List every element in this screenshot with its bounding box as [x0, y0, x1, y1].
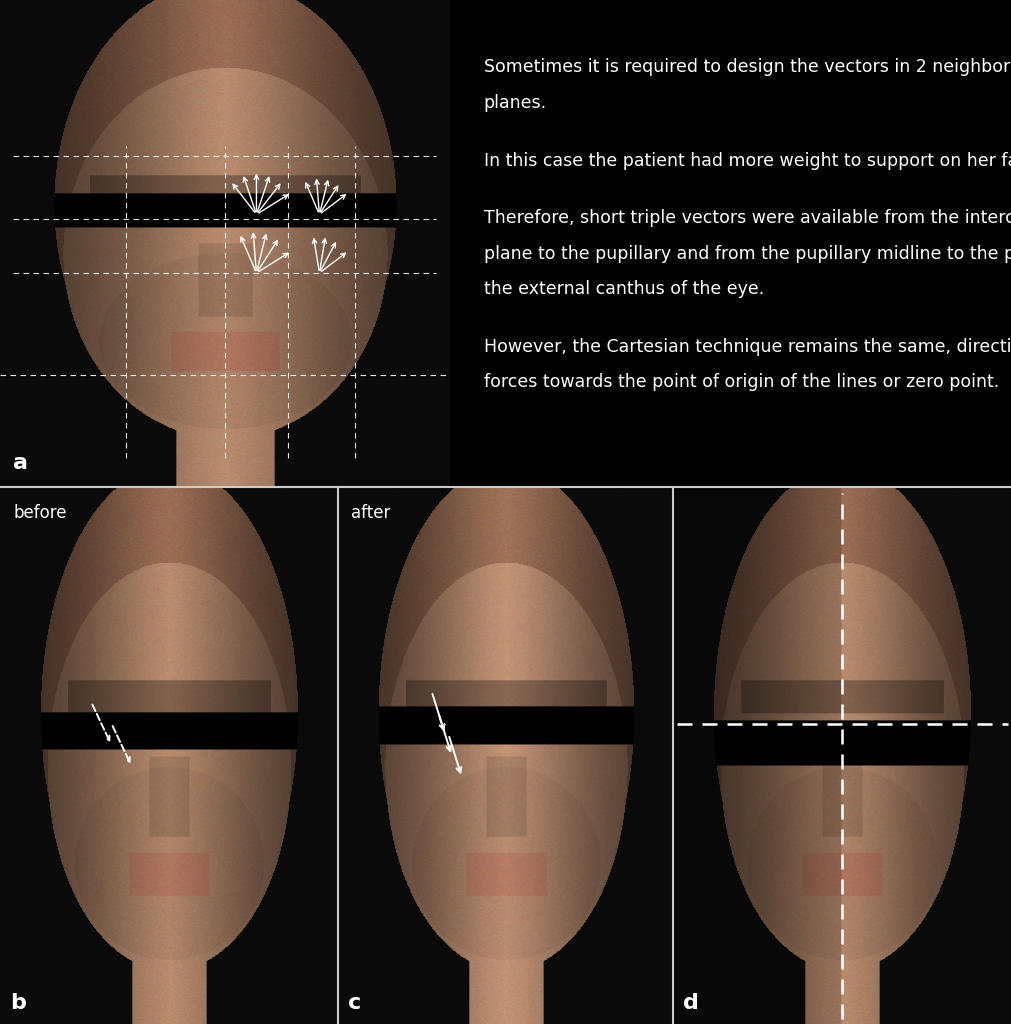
Text: Therefore, short triple vectors were available from the intercantal: Therefore, short triple vectors were ava…: [483, 209, 1011, 227]
Text: a: a: [13, 453, 28, 473]
Text: planes.: planes.: [483, 94, 547, 112]
Text: before: before: [13, 504, 67, 521]
Text: forces towards the point of origin of the lines or zero point.: forces towards the point of origin of th…: [483, 374, 999, 391]
Text: d: d: [683, 993, 700, 1014]
Text: Sometimes it is required to design the vectors in 2 neighboring vertical: Sometimes it is required to design the v…: [483, 58, 1011, 77]
Text: In this case the patient had more weight to support on her face.: In this case the patient had more weight…: [483, 152, 1011, 170]
Text: after: after: [351, 504, 390, 521]
Text: However, the Cartesian technique remains the same, directing the: However, the Cartesian technique remains…: [483, 338, 1011, 355]
Text: plane to the pupillary and from the pupillary midline to the plane of: plane to the pupillary and from the pupi…: [483, 245, 1011, 263]
Text: the external canthus of the eye.: the external canthus of the eye.: [483, 281, 764, 298]
Text: b: b: [10, 993, 26, 1014]
Text: c: c: [348, 993, 361, 1014]
